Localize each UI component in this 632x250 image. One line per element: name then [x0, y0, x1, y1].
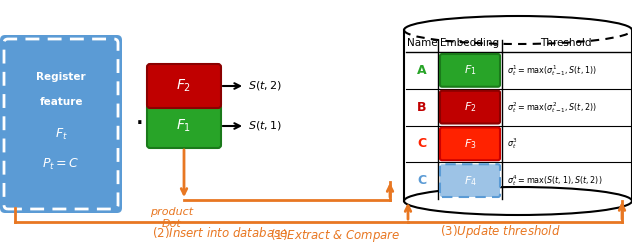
Text: B: B: [417, 100, 427, 114]
Text: C: C: [418, 138, 427, 150]
Text: $F_4$: $F_4$: [463, 174, 477, 188]
Text: Register: Register: [36, 72, 86, 82]
Ellipse shape: [404, 187, 632, 215]
FancyBboxPatch shape: [147, 64, 221, 108]
Text: $F_2$: $F_2$: [176, 78, 191, 94]
Text: $\cdot$: $\cdot$: [134, 108, 142, 138]
Text: $\sigma_t^1 = \max(\sigma_{t-1}^1, S(t,1))$: $\sigma_t^1 = \max(\sigma_{t-1}^1, S(t,1…: [507, 63, 597, 78]
Text: feature: feature: [39, 97, 83, 107]
Text: $S(t,1)$: $S(t,1)$: [248, 120, 282, 132]
FancyBboxPatch shape: [440, 91, 500, 124]
Text: Threshold: Threshold: [540, 38, 592, 48]
Text: Name: Name: [406, 38, 437, 48]
FancyBboxPatch shape: [147, 104, 221, 148]
Text: $(3)$Update threshold: $(3)$Update threshold: [440, 224, 561, 240]
Text: Embedding: Embedding: [441, 38, 499, 48]
Text: $F_3$: $F_3$: [464, 137, 477, 151]
Text: $F_t$: $F_t$: [54, 126, 68, 142]
Text: $F_1$: $F_1$: [464, 64, 477, 77]
Text: $F_1$: $F_1$: [176, 118, 191, 134]
Bar: [404, 30, 632, 201]
FancyBboxPatch shape: [0, 35, 122, 213]
FancyBboxPatch shape: [440, 54, 500, 87]
Text: $\sigma_t^4 = \max(S(t,1), S(t,2))$: $\sigma_t^4 = \max(S(t,1), S(t,2))$: [507, 173, 602, 188]
Text: $F_2$: $F_2$: [464, 100, 477, 114]
Text: $S(t,2)$: $S(t,2)$: [248, 80, 282, 92]
Text: $(2)$Insert into database: $(2)$Insert into database: [152, 224, 288, 240]
FancyBboxPatch shape: [440, 128, 500, 160]
Text: $\sigma_t^2 = \max(\sigma_{t-1}^2, S(t,2))$: $\sigma_t^2 = \max(\sigma_{t-1}^2, S(t,2…: [507, 100, 597, 114]
Text: C: C: [418, 174, 427, 187]
Text: A: A: [417, 64, 427, 77]
FancyBboxPatch shape: [440, 164, 500, 197]
Text: $(1)$Extract & Compare: $(1)$Extract & Compare: [270, 226, 400, 244]
Text: product: product: [150, 207, 193, 217]
Text: $P_t = C$: $P_t = C$: [42, 157, 80, 172]
Text: Dot: Dot: [162, 219, 182, 229]
Text: $\sigma_t^3$: $\sigma_t^3$: [507, 136, 518, 151]
